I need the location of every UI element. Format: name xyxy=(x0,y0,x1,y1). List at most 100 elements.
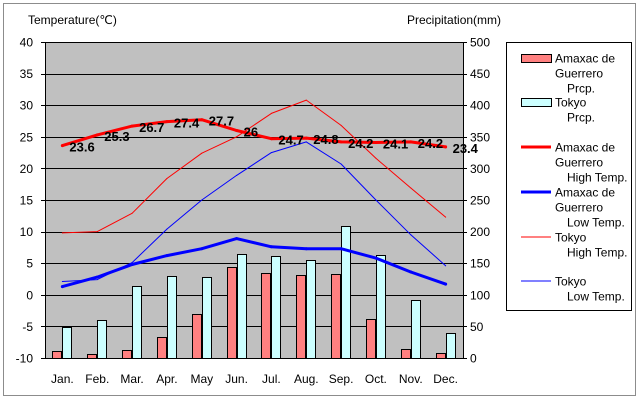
precipitation-tick-label: 250 xyxy=(470,194,490,208)
month-label-jul: Jul. xyxy=(262,372,281,386)
bar-amaxac-de-guerrero-prcp-feb xyxy=(88,355,97,359)
point-amaxac-de-guerrero-low-temp-sep xyxy=(340,247,343,250)
bar-amaxac-de-guerrero-prcp-nov xyxy=(402,350,411,359)
precipitation-tick-label: 200 xyxy=(470,225,490,239)
bar-amaxac-de-guerrero-prcp-oct xyxy=(367,320,376,359)
data-label-amaxac-de-guerrero-high-temp-jan: 23.6 xyxy=(69,140,94,155)
point-amaxac-de-guerrero-low-temp-nov xyxy=(409,271,412,274)
data-label-amaxac-de-guerrero-high-temp-jul: 24.7 xyxy=(278,133,303,148)
month-label-jan: Jan. xyxy=(51,372,74,386)
point-tokyo-high-temp-mar xyxy=(132,213,133,214)
precipitation-tick-label: 400 xyxy=(470,99,490,113)
legend-label: Low Temp. xyxy=(567,290,625,304)
point-tokyo-high-temp-may xyxy=(201,153,202,154)
temperature-tick-label: 10 xyxy=(20,225,34,239)
point-amaxac-de-guerrero-high-temp-dec xyxy=(444,145,447,148)
point-amaxac-de-guerrero-low-temp-jun xyxy=(235,237,238,240)
legend-label: Guerrero xyxy=(555,67,603,81)
point-tokyo-high-temp-jun xyxy=(236,136,237,137)
bar-amaxac-de-guerrero-prcp-aug xyxy=(297,276,306,359)
month-label-feb: Feb. xyxy=(85,372,109,386)
point-tokyo-high-temp-jan xyxy=(62,232,63,233)
point-tokyo-low-temp-feb xyxy=(97,279,98,280)
data-label-amaxac-de-guerrero-high-temp-mar: 26.7 xyxy=(139,120,164,135)
data-label-amaxac-de-guerrero-high-temp-sep: 24.2 xyxy=(348,136,373,151)
point-tokyo-high-temp-apr xyxy=(166,178,167,179)
legend-label: Guerrero xyxy=(555,156,603,170)
month-label-nov: Nov. xyxy=(399,372,423,386)
bar-tokyo-prcp-may xyxy=(203,278,212,359)
data-label-amaxac-de-guerrero-high-temp-jun: 26 xyxy=(244,125,258,140)
point-tokyo-low-temp-sep xyxy=(341,164,342,165)
point-amaxac-de-guerrero-high-temp-may xyxy=(200,118,203,121)
legend-label: Low Temp. xyxy=(567,216,625,230)
legend-label: Amaxac de xyxy=(555,52,615,66)
point-tokyo-low-temp-may xyxy=(201,200,202,201)
point-tokyo-high-temp-oct xyxy=(375,158,376,159)
month-label-oct: Oct. xyxy=(365,372,387,386)
temperature-axis-title: Temperature(℃) xyxy=(28,13,117,27)
point-tokyo-low-temp-dec xyxy=(445,265,446,266)
precipitation-tick-label: 300 xyxy=(470,162,490,176)
temperature-tick-label: 35 xyxy=(20,67,34,81)
point-amaxac-de-guerrero-high-temp-jan xyxy=(61,144,64,147)
precipitation-tick-label: 450 xyxy=(470,67,490,81)
point-amaxac-de-guerrero-low-temp-feb xyxy=(96,276,99,279)
legend-label: Tokyo xyxy=(555,96,587,110)
temperature-tick-label: 25 xyxy=(20,130,34,144)
temperature-tick-label: 15 xyxy=(20,194,34,208)
point-tokyo-high-temp-jul xyxy=(271,113,272,114)
legend-swatch-tokyo-prcp xyxy=(522,99,552,107)
temperature-tick-label: 30 xyxy=(20,99,34,113)
point-amaxac-de-guerrero-high-temp-apr xyxy=(165,120,168,123)
temperature-tick-label: 5 xyxy=(26,257,33,271)
bar-amaxac-de-guerrero-prcp-jan xyxy=(53,352,62,359)
point-amaxac-de-guerrero-high-temp-aug xyxy=(305,137,308,140)
temperature-tick-label: -10 xyxy=(16,352,34,366)
bar-tokyo-prcp-nov xyxy=(412,301,421,359)
legend-label: Tokyo xyxy=(555,275,587,289)
precipitation-tick-label: 350 xyxy=(470,130,490,144)
bar-tokyo-prcp-mar xyxy=(133,287,142,359)
bar-tokyo-prcp-oct xyxy=(377,256,386,359)
point-amaxac-de-guerrero-high-temp-feb xyxy=(96,133,99,136)
temperature-tick-label: -5 xyxy=(22,320,33,334)
precipitation-tick-label: 100 xyxy=(470,288,490,302)
bar-tokyo-prcp-aug xyxy=(307,261,316,359)
data-label-amaxac-de-guerrero-high-temp-may: 27.7 xyxy=(209,114,234,129)
bar-amaxac-de-guerrero-prcp-mar xyxy=(123,351,132,359)
bar-tokyo-prcp-dec xyxy=(447,334,456,359)
point-amaxac-de-guerrero-low-temp-jul xyxy=(270,245,273,248)
data-label-amaxac-de-guerrero-high-temp-nov: 24.2 xyxy=(418,136,443,151)
legend-label: Tokyo xyxy=(555,231,587,245)
temperature-tick-label: 0 xyxy=(26,288,33,302)
point-tokyo-low-temp-jan xyxy=(62,281,63,282)
precipitation-tick-label: 150 xyxy=(470,257,490,271)
temperature-tick-label: 40 xyxy=(20,36,34,50)
legend-label: High Temp. xyxy=(567,171,627,185)
point-amaxac-de-guerrero-high-temp-mar xyxy=(131,125,134,128)
bar-amaxac-de-guerrero-prcp-apr xyxy=(158,338,167,359)
data-label-amaxac-de-guerrero-high-temp-oct: 24.1 xyxy=(383,137,408,152)
month-label-sep: Sep. xyxy=(329,372,354,386)
bar-tokyo-prcp-jan xyxy=(63,328,72,359)
bar-tokyo-prcp-jul xyxy=(272,257,281,359)
legend-label: Amaxac de xyxy=(555,186,615,200)
month-label-jun: Jun. xyxy=(225,372,248,386)
climate-chart: Temperature(℃) Precipitation(mm) 23.625.… xyxy=(0,0,640,400)
bar-tokyo-prcp-jun xyxy=(238,255,247,359)
month-label-apr: Apr. xyxy=(156,372,177,386)
point-amaxac-de-guerrero-high-temp-oct xyxy=(374,141,377,144)
month-label-aug: Aug. xyxy=(294,372,319,386)
precipitation-tick-label: 50 xyxy=(470,320,484,334)
point-tokyo-low-temp-mar xyxy=(132,262,133,263)
point-amaxac-de-guerrero-low-temp-jan xyxy=(61,285,64,288)
data-label-amaxac-de-guerrero-high-temp-aug: 24.8 xyxy=(313,132,338,147)
point-tokyo-low-temp-oct xyxy=(375,200,376,201)
point-amaxac-de-guerrero-high-temp-nov xyxy=(409,140,412,143)
point-tokyo-low-temp-aug xyxy=(306,141,307,142)
bar-amaxac-de-guerrero-prcp-sep xyxy=(332,275,341,359)
legend-swatch-amaxac-de-guerrero-prcp xyxy=(522,55,552,63)
bar-tokyo-prcp-apr xyxy=(168,277,177,359)
